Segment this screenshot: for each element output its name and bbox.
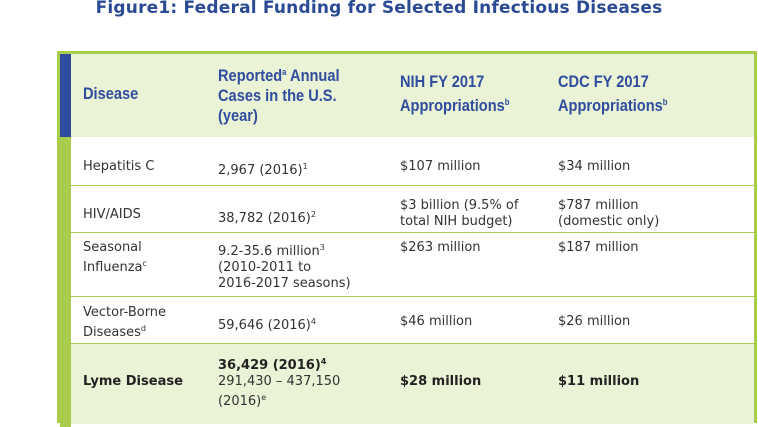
header-cdc: CDC FY 2017 Appropriationsb	[558, 72, 668, 116]
table-row: Vector-Borne Diseasesd 59,646 (2016)4 $46…	[71, 297, 754, 344]
row-cases-value: 38,782 (2016)	[218, 211, 311, 226]
row-cases-value: 59,646 (2016)	[218, 318, 311, 333]
row-disease-line1: Seasonal	[83, 240, 142, 255]
row-cases-footnote: 1	[302, 162, 308, 171]
table-header: Disease Reporteda Annual Cases in the U.…	[60, 54, 754, 137]
row-nih: $107 million	[400, 159, 481, 174]
header-cases-annual: Annual	[286, 66, 340, 85]
row-cases: 59,646 (2016)4	[218, 314, 316, 334]
row-cases-footnote: 4	[320, 357, 327, 366]
header-cases-line2: Cases in the U.S.	[218, 86, 337, 105]
row-cases-line3-footnote: e	[261, 393, 267, 402]
row-cases-value: 36,429 (2016)	[218, 358, 321, 373]
row-cdc-line2: (domestic only)	[558, 214, 660, 229]
row-disease-line2: Influenza	[83, 260, 143, 275]
row-nih-line2: total NIH budget)	[400, 214, 513, 229]
row-cdc: $787 million (domestic only)	[558, 198, 659, 230]
row-cases-footnote: 4	[310, 317, 316, 326]
row-cases-line3: (2016)	[218, 394, 262, 409]
header-accent-bar	[60, 54, 71, 137]
header-nih: NIH FY 2017 Appropriationsb	[400, 72, 510, 116]
row-nih: $3 billion (9.5% of total NIH budget)	[400, 198, 518, 230]
rows-accent-bar	[60, 137, 71, 427]
funding-table: Disease Reporteda Annual Cases in the U.…	[57, 51, 757, 427]
row-disease: Vector-Borne Diseasesd	[83, 305, 166, 341]
table-row: Lyme Disease 36,429 (2016)4 291,430 – 437…	[71, 344, 754, 424]
row-cases-footnote: 2	[310, 210, 316, 219]
row-disease-line1: Vector-Borne	[83, 305, 167, 320]
row-cdc-line1: $787 million	[558, 198, 639, 213]
row-disease: Hepatitis C	[83, 159, 155, 174]
header-cases-label: Reported	[218, 66, 283, 85]
header-cases-footnote: a	[282, 67, 287, 77]
row-cdc: $187 million	[558, 240, 639, 255]
row-cases: 9.2-35.6 million3 (2010-2011 to 2016-2017 …	[218, 240, 351, 292]
header-cases-line3: (year)	[218, 106, 258, 125]
row-nih: $263 million	[400, 240, 481, 255]
row-disease-footnote: d	[140, 324, 146, 333]
row-cases: 2,967 (2016)1	[218, 159, 308, 179]
header-disease: Disease	[83, 84, 138, 104]
row-cases-line2: 291,430 – 437,150	[218, 374, 341, 389]
row-nih-line1: $3 billion (9.5% of	[400, 198, 519, 213]
row-cases: 36,429 (2016)4 291,430 – 437,150 (2016)e	[218, 354, 340, 410]
header-cdc-footnote: b	[662, 97, 668, 107]
row-disease-footnote: c	[142, 259, 147, 268]
header-disease-label: Disease	[83, 84, 139, 103]
header-cases: Reporteda Annual Cases in the U.S. (year…	[218, 62, 340, 126]
row-cases: 38,782 (2016)2	[218, 207, 316, 227]
row-cdc: $26 million	[558, 314, 631, 329]
header-nih-line2: Appropriations	[400, 96, 505, 115]
row-disease: HIV/AIDS	[83, 207, 141, 222]
table-row: Seasonal Influenzac 9.2-35.6 million3 (201…	[71, 233, 754, 297]
row-nih: $46 million	[400, 314, 473, 329]
header-nih-line1: NIH FY 2017	[400, 72, 485, 91]
row-disease: Seasonal Influenzac	[83, 240, 147, 276]
header-nih-footnote: b	[504, 97, 510, 107]
row-nih: $28 million	[400, 374, 482, 389]
row-cases-line2: (2010-2011 to	[218, 260, 312, 275]
row-cdc: $11 million	[558, 374, 640, 389]
row-cases-line3: 2016-2017 seasons)	[218, 276, 351, 291]
header-cdc-line2: Appropriations	[558, 96, 663, 115]
row-cdc: $34 million	[558, 159, 631, 174]
row-cases-value: 2,967 (2016)	[218, 163, 303, 178]
table-row: Hepatitis C 2,967 (2016)1 $107 million $…	[71, 137, 754, 186]
row-disease: Lyme Disease	[83, 374, 183, 389]
header-cdc-line1: CDC FY 2017	[558, 72, 649, 91]
table-row: HIV/AIDS 38,782 (2016)2 $3 billion (9.5%…	[71, 186, 754, 233]
row-cases-value: 9.2-35.6 million	[218, 244, 320, 259]
row-disease-line2: Diseases	[83, 325, 141, 340]
figure-title: Figure1: Federal Funding for Selected In…	[95, 0, 663, 18]
row-cases-footnote: 3	[319, 243, 325, 252]
